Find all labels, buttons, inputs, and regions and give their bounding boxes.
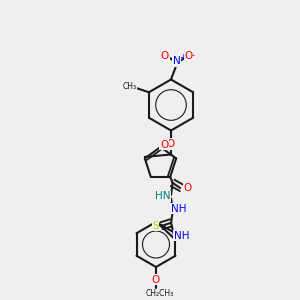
Text: -: - <box>192 51 195 60</box>
Text: O: O <box>184 183 192 193</box>
Text: NH: NH <box>171 204 187 214</box>
Text: HN: HN <box>155 191 170 201</box>
Text: CH₃: CH₃ <box>122 82 136 91</box>
Text: S: S <box>152 221 159 231</box>
Text: N: N <box>172 56 180 67</box>
Text: O: O <box>161 50 169 61</box>
Text: O: O <box>184 50 193 61</box>
Text: NH: NH <box>174 231 189 241</box>
Text: O: O <box>167 139 175 149</box>
Text: CH₂CH₃: CH₂CH₃ <box>146 289 174 298</box>
Text: O: O <box>152 275 160 285</box>
Text: O: O <box>160 140 168 150</box>
Text: +: + <box>179 53 186 62</box>
